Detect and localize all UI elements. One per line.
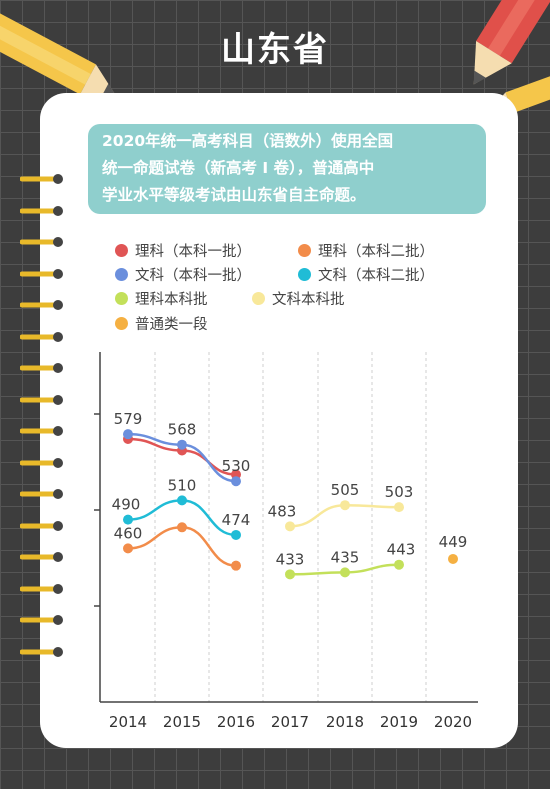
binding-ring [19, 485, 63, 499]
notice-line-1: 2020年统一高考科目（语数外）使用全国 [102, 132, 394, 150]
binding-ring [19, 170, 63, 184]
binding-ring [19, 391, 63, 405]
data-point [285, 521, 295, 532]
data-point [231, 476, 241, 487]
notice-box: 2020年统一高考科目（语数外）使用全国 统一命题试卷（新高考 I 卷），普通高… [88, 124, 486, 214]
data-label: 483 [268, 502, 297, 520]
legend-item: 文科（本科一批） [115, 264, 251, 284]
binding-ring [19, 202, 63, 216]
data-label: 449 [439, 533, 468, 551]
binding-ring [19, 643, 63, 657]
data-point [177, 439, 187, 450]
legend-swatch [252, 291, 265, 305]
x-tick-label: 2014 [109, 713, 147, 731]
data-label: 490 [112, 496, 141, 514]
binding-ring [19, 611, 63, 625]
legend-label: 文科本科批 [272, 291, 345, 308]
legend-label: 文科（本科一批） [135, 267, 251, 284]
data-point [394, 559, 404, 570]
data-point [394, 502, 404, 513]
legend-item: 文科（本科二批） [298, 264, 434, 284]
page-title: 山东省 [221, 30, 329, 70]
data-point [340, 567, 350, 578]
x-tick-label: 2016 [217, 713, 255, 731]
data-point [123, 514, 133, 525]
legend-item: 普通类一段 [115, 313, 208, 333]
binding-ring [19, 328, 63, 342]
data-label: 568 [168, 421, 197, 439]
data-point [231, 560, 241, 571]
legend-label: 理科（本科一批） [135, 243, 251, 260]
legend-swatch [298, 243, 311, 257]
binding-ring [19, 359, 63, 373]
legend-item: 理科本科批 [115, 288, 208, 308]
x-tick-label: 2019 [380, 713, 418, 731]
binding-ring [19, 517, 63, 531]
data-point [177, 495, 187, 506]
legend-swatch [115, 291, 128, 305]
series-line [127, 526, 237, 567]
legend-label: 文科（本科二批） [318, 267, 434, 284]
binding-ring [19, 454, 63, 468]
binding-ring [19, 265, 63, 279]
data-point [448, 553, 458, 564]
data-label: 460 [114, 524, 143, 542]
x-tick-label: 2018 [326, 713, 364, 731]
data-label: 579 [114, 410, 143, 428]
binding-ring [19, 296, 63, 310]
notice-line-3: 学业水平等级考试由山东省自主命题。 [102, 186, 366, 204]
x-tick-label: 2015 [163, 713, 201, 731]
binding-ring [19, 580, 63, 594]
legend-label: 理科本科批 [135, 291, 208, 308]
binding-ring [19, 233, 63, 247]
x-tick-label: 2017 [271, 713, 309, 731]
data-label: 510 [168, 476, 197, 494]
legend-item: 理科（本科一批） [115, 240, 251, 260]
data-label: 474 [222, 511, 251, 529]
data-label: 503 [385, 483, 414, 501]
data-point [177, 522, 187, 533]
binding-ring [19, 548, 63, 562]
legend-item: 文科本科批 [252, 288, 345, 308]
legend-swatch [115, 267, 128, 281]
data-label: 433 [276, 550, 305, 568]
data-label: 505 [331, 481, 360, 499]
legend-swatch [115, 243, 128, 257]
data-point [123, 429, 133, 440]
legend-label: 普通类一段 [135, 316, 208, 333]
data-point [340, 500, 350, 511]
data-label: 530 [222, 457, 251, 475]
notice-line-2: 统一命题试卷（新高考 I 卷），普通高中 [102, 159, 375, 177]
data-label: 435 [331, 548, 360, 566]
data-label: 443 [387, 541, 416, 559]
legend-label: 理科（本科二批） [318, 243, 434, 260]
legend-item: 理科（本科二批） [298, 240, 434, 260]
data-point [231, 529, 241, 540]
data-point [285, 569, 295, 580]
binding-ring [19, 422, 63, 436]
legend-swatch [298, 267, 311, 281]
data-point [123, 543, 133, 554]
legend-swatch [115, 316, 128, 330]
x-tick-label: 2020 [434, 713, 472, 731]
